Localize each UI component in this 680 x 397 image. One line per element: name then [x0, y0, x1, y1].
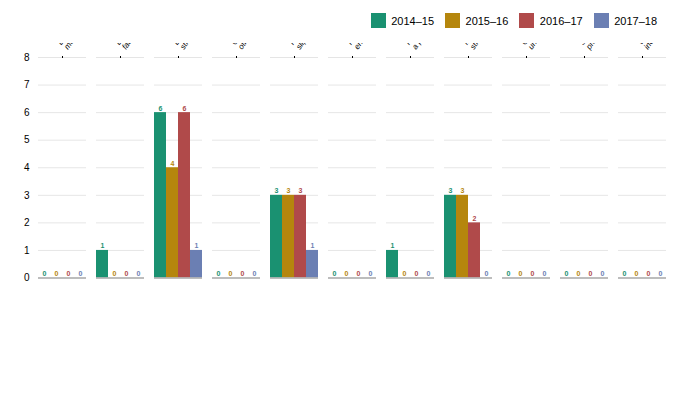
svg-text:1: 1	[311, 242, 315, 249]
svg-text:0: 0	[253, 270, 257, 277]
html-text:2014–15: 2014–15	[391, 14, 434, 27]
svg-text:Hitting objects witha part of: Hitting objects witha part of the body	[404, 43, 456, 51]
svg-text:0: 0	[67, 270, 71, 277]
svg-text:6: 6	[183, 104, 187, 111]
svg-text:4: 4	[171, 159, 175, 166]
svg-text:3: 3	[449, 187, 453, 194]
svg-text:0: 0	[531, 270, 535, 277]
svg-text:Vehicleincidents: Vehicleincidents	[636, 43, 668, 51]
svg-text:0: 0	[403, 270, 407, 277]
svg-text:0: 0	[485, 270, 489, 277]
svg-text:2: 2	[24, 217, 30, 228]
svg-text:2: 2	[473, 214, 477, 221]
svg-text:0: 0	[55, 270, 59, 277]
svg-text:0: 0	[241, 270, 245, 277]
svg-text:1: 1	[391, 242, 395, 249]
svg-text:1: 1	[195, 242, 199, 249]
html-text:2017–18: 2017–18	[614, 14, 657, 27]
svg-text:0: 0	[357, 270, 361, 277]
svg-text:0: 0	[229, 270, 233, 277]
svg-text:7: 7	[24, 79, 30, 90]
svg-text:Chemicals andother substances: Chemicals andother substances	[230, 43, 279, 51]
svg-text:0: 0	[217, 270, 221, 277]
svg-text:Sound andpressure: Sound andpressure	[577, 43, 614, 52]
svg-text:0: 0	[427, 270, 431, 277]
svg-text:Heat, electricity and otherenv: Heat, electricity and otherenvironmental…	[346, 43, 412, 51]
svg-text:0: 0	[333, 270, 337, 277]
svg-text:1: 1	[101, 242, 105, 249]
svg-text:0: 0	[113, 270, 117, 277]
svg-text:0: 0	[369, 270, 373, 277]
svg-text:3: 3	[287, 187, 291, 194]
svg-text:Being hit bymoving objects: Being hit bymoving objects	[56, 43, 101, 51]
svg-text:0: 0	[507, 270, 511, 277]
svg-text:4: 4	[24, 161, 30, 172]
svg-text:Other andunspecified: Other andunspecified	[520, 43, 557, 51]
svg-text:0: 0	[577, 270, 581, 277]
svg-text:0: 0	[125, 270, 129, 277]
svg-text:0: 0	[635, 270, 639, 277]
svg-text:0: 0	[519, 270, 523, 277]
svg-text:1: 1	[24, 244, 30, 255]
html-text:2015–16: 2015–16	[465, 14, 509, 27]
svg-text:8: 8	[24, 51, 30, 62]
svg-text:0: 0	[43, 270, 47, 277]
svg-text:0: 0	[623, 270, 627, 277]
html-text:2016–17: 2016–17	[539, 14, 583, 27]
svg-text:6: 6	[24, 106, 30, 117]
svg-text:3: 3	[275, 187, 279, 194]
svg-text:6: 6	[159, 104, 163, 111]
svg-text:0: 0	[24, 272, 30, 283]
svg-text:0: 0	[601, 270, 605, 277]
svg-text:0: 0	[79, 270, 83, 277]
svg-text:0: 0	[543, 270, 547, 277]
svg-text:0: 0	[647, 270, 651, 277]
svg-text:3: 3	[299, 187, 303, 194]
svg-text:0: 0	[565, 270, 569, 277]
svg-text:3: 3	[461, 187, 465, 194]
svg-text:0: 0	[137, 270, 141, 277]
svg-text:0: 0	[589, 270, 593, 277]
svg-text:5: 5	[24, 134, 30, 145]
svg-text:3: 3	[24, 189, 30, 200]
svg-text:Biologicalfactors: Biologicalfactors	[114, 43, 148, 51]
svg-text:0: 0	[659, 270, 663, 277]
svg-text:Mentalstress: Mentalstress	[462, 43, 490, 51]
svg-text:0: 0	[415, 270, 419, 277]
svg-text:0: 0	[345, 270, 349, 277]
svg-text:Bodystressing: Bodystressing	[172, 43, 205, 51]
svg-text:Falls, trips andslips of a per: Falls, trips andslips of a person	[288, 43, 336, 51]
